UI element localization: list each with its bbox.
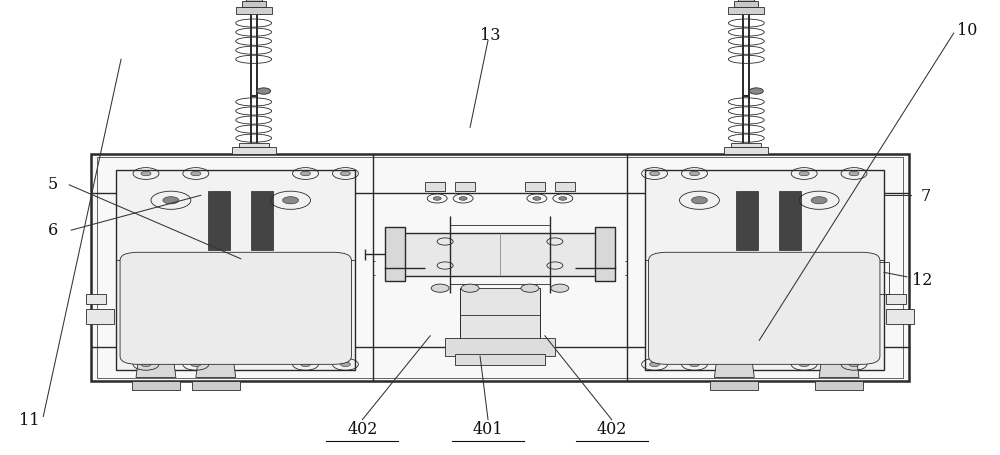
Bar bbox=[779, 192, 801, 251]
Circle shape bbox=[461, 284, 479, 293]
Bar bbox=[555, 182, 575, 191]
Bar bbox=[724, 148, 768, 155]
Bar bbox=[445, 339, 555, 356]
Bar bbox=[815, 381, 863, 390]
Circle shape bbox=[433, 197, 441, 201]
Circle shape bbox=[799, 362, 809, 367]
Text: 12: 12 bbox=[912, 271, 932, 288]
Circle shape bbox=[849, 362, 859, 367]
Bar bbox=[97, 158, 903, 379]
Bar bbox=[645, 171, 884, 370]
Circle shape bbox=[749, 89, 763, 95]
Bar bbox=[239, 143, 269, 148]
Bar bbox=[728, 8, 764, 15]
Bar bbox=[663, 349, 866, 363]
Bar bbox=[385, 228, 405, 282]
Circle shape bbox=[650, 172, 660, 177]
Circle shape bbox=[521, 284, 539, 293]
Bar bbox=[734, 2, 758, 8]
Bar bbox=[886, 294, 906, 304]
Bar bbox=[395, 233, 605, 276]
Circle shape bbox=[301, 172, 311, 177]
Circle shape bbox=[559, 197, 567, 201]
Bar bbox=[736, 192, 758, 251]
Bar bbox=[251, 192, 273, 251]
Circle shape bbox=[340, 172, 350, 177]
Circle shape bbox=[689, 172, 699, 177]
Bar bbox=[192, 381, 240, 390]
Circle shape bbox=[191, 172, 201, 177]
Circle shape bbox=[163, 197, 179, 204]
Bar bbox=[460, 288, 540, 340]
Bar bbox=[246, 0, 262, 2]
Circle shape bbox=[141, 362, 151, 367]
Bar bbox=[134, 349, 337, 363]
Circle shape bbox=[533, 197, 541, 201]
Text: 11: 11 bbox=[19, 411, 40, 428]
Bar bbox=[86, 309, 114, 325]
FancyBboxPatch shape bbox=[120, 253, 351, 364]
Bar bbox=[91, 155, 909, 381]
Bar bbox=[208, 192, 230, 251]
Polygon shape bbox=[196, 347, 236, 378]
Text: 13: 13 bbox=[480, 27, 500, 44]
Bar bbox=[236, 8, 272, 15]
Bar bbox=[455, 182, 475, 191]
Bar bbox=[886, 309, 914, 325]
Circle shape bbox=[691, 197, 707, 204]
Text: 401: 401 bbox=[473, 420, 503, 437]
Circle shape bbox=[191, 362, 201, 367]
Circle shape bbox=[431, 284, 449, 293]
Bar bbox=[132, 381, 180, 390]
Polygon shape bbox=[819, 347, 859, 378]
Bar bbox=[710, 381, 758, 390]
Bar bbox=[232, 148, 276, 155]
Circle shape bbox=[799, 172, 809, 177]
Bar bbox=[86, 294, 106, 304]
Circle shape bbox=[283, 197, 299, 204]
Circle shape bbox=[340, 362, 350, 367]
Circle shape bbox=[849, 172, 859, 177]
Circle shape bbox=[257, 89, 271, 95]
Bar bbox=[731, 143, 761, 148]
Text: 7: 7 bbox=[921, 187, 931, 204]
Bar bbox=[116, 171, 355, 370]
Text: 10: 10 bbox=[957, 22, 977, 39]
Bar bbox=[425, 182, 445, 191]
Text: 402: 402 bbox=[597, 420, 627, 437]
Bar bbox=[738, 0, 754, 2]
Polygon shape bbox=[714, 347, 754, 378]
Bar bbox=[242, 2, 266, 8]
Polygon shape bbox=[136, 347, 176, 378]
Bar bbox=[455, 354, 545, 365]
Text: 402: 402 bbox=[347, 420, 378, 437]
Circle shape bbox=[301, 362, 311, 367]
Bar bbox=[595, 228, 615, 282]
Text: 6: 6 bbox=[48, 221, 58, 238]
Circle shape bbox=[689, 362, 699, 367]
Circle shape bbox=[551, 284, 569, 293]
FancyBboxPatch shape bbox=[649, 253, 880, 364]
Circle shape bbox=[141, 172, 151, 177]
Circle shape bbox=[811, 197, 827, 204]
Text: 5: 5 bbox=[48, 176, 58, 193]
Bar bbox=[525, 182, 545, 191]
Circle shape bbox=[650, 362, 660, 367]
Circle shape bbox=[459, 197, 467, 201]
